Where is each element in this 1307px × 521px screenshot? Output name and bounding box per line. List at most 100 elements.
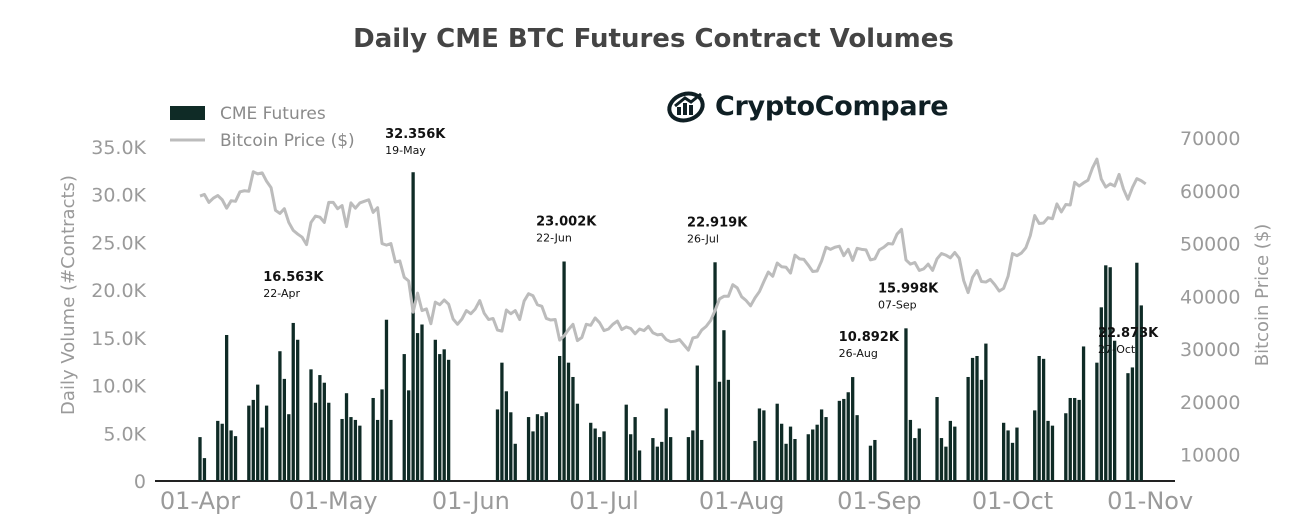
volume-bar	[660, 441, 664, 481]
volume-bar	[313, 402, 318, 481]
volume-bar	[407, 390, 411, 481]
y-tick-label: 5.0K	[103, 423, 146, 445]
volume-bar	[788, 426, 793, 481]
legend-bar-swatch	[170, 106, 205, 120]
volume-bar	[722, 330, 726, 481]
annotation-date: 26-Aug	[839, 347, 878, 360]
volume-bar	[1135, 262, 1139, 481]
annotation-value: 23.002K	[536, 214, 597, 229]
volume-bar	[966, 376, 970, 481]
volume-bar	[757, 408, 762, 481]
volume-bar	[629, 434, 633, 481]
volume-bar	[1064, 413, 1068, 481]
y-tick-label: 35.0K	[91, 137, 146, 159]
annotation-date: 07-Sep	[878, 298, 917, 311]
x-tick-label: 01-Nov	[1107, 487, 1193, 515]
volume-bar	[651, 438, 655, 481]
volume-bar	[633, 417, 637, 481]
legend-label: Bitcoin Price ($)	[220, 131, 355, 151]
volume-bar	[531, 431, 535, 481]
volume-bar	[1095, 362, 1099, 481]
volume-bar	[247, 405, 251, 481]
y-right-tick-label: 60000	[1180, 181, 1240, 203]
volume-bar	[256, 384, 260, 481]
volume-bar	[970, 357, 975, 481]
volume-bar	[793, 439, 797, 481]
volume-bar	[597, 437, 602, 481]
volume-bar	[806, 434, 810, 481]
annotation-value: 22.919K	[687, 215, 748, 230]
volume-bar	[944, 446, 948, 481]
volume-bar	[278, 351, 282, 481]
volume-bar	[935, 397, 939, 481]
volume-bar	[562, 261, 566, 481]
cryptocompare-logo-icon	[667, 91, 705, 123]
y-tick-label: 0	[134, 471, 146, 493]
volume-bar	[939, 438, 944, 481]
legend-label: CME Futures	[220, 104, 326, 124]
volume-bar	[327, 402, 331, 481]
y-right-tick-label: 20000	[1180, 392, 1240, 414]
volume-bar	[500, 362, 504, 481]
volume-bar	[1126, 373, 1130, 481]
volume-bar	[415, 333, 420, 481]
volume-bar	[819, 409, 824, 481]
x-tick-label: 01-Jun	[432, 487, 510, 515]
bitcoin-price-line	[199, 157, 1147, 352]
volume-bar	[1099, 307, 1103, 481]
chart-title: Daily CME BTC Futures Contract Volumes	[353, 24, 954, 54]
volume-bar	[375, 419, 380, 481]
volume-bar	[202, 458, 207, 481]
volume-bar	[811, 429, 815, 481]
volume-bar	[655, 446, 659, 481]
volume-bar	[544, 412, 548, 481]
annotations: 32.356K 19-May 16.563K 22-Apr 23.002K 22-Jun 2…	[263, 127, 1159, 360]
volume-bar	[371, 397, 375, 481]
legend: CME Futures Bitcoin Price ($)	[170, 104, 355, 151]
volume-bar	[691, 430, 695, 481]
volume-bar	[1112, 340, 1117, 481]
cryptocompare-logo: CryptoCompare	[665, 86, 949, 126]
volume-bar	[624, 404, 628, 481]
annotation-value: 15.998K	[878, 281, 939, 296]
y-right-tick-label: 70000	[1180, 128, 1240, 150]
volume-bar	[229, 430, 233, 481]
brand-name: CryptoCompare	[715, 90, 949, 122]
volume-bar	[260, 427, 264, 481]
annotation-date: 22-Jun	[536, 231, 572, 244]
volume-bar	[904, 328, 908, 481]
volume-bar	[216, 420, 220, 481]
volume-bar	[264, 405, 269, 481]
volume-bar	[446, 359, 451, 481]
x-tick-label: 01-Sep	[837, 487, 921, 515]
volume-bar	[700, 439, 704, 481]
volume-bar	[784, 443, 788, 481]
annotation-value: 16.563K	[263, 270, 324, 285]
volume-bar	[540, 416, 544, 481]
y-tick-label: 10.0K	[91, 376, 146, 398]
volume-bar	[566, 362, 571, 481]
volume-bar	[1050, 425, 1055, 481]
volume-bar	[953, 426, 957, 481]
volume-bar	[1037, 355, 1041, 481]
volume-bar	[353, 419, 358, 481]
volume-bar	[1041, 358, 1046, 481]
y-right-tick-label: 50000	[1180, 234, 1240, 256]
annotation-date: 19-May	[385, 144, 426, 157]
volume-bar	[233, 436, 238, 481]
volume-bar	[873, 439, 877, 481]
volume-bar	[984, 343, 988, 481]
volume-bar	[433, 339, 437, 481]
y-axis-label: Daily Volume (#Contracts)	[58, 175, 79, 415]
volume-bar	[358, 425, 362, 481]
y-right-tick-label: 40000	[1180, 286, 1240, 308]
volume-bar	[340, 418, 344, 481]
volume-bar	[513, 443, 517, 481]
annotation-date: 26-Jul	[687, 232, 719, 245]
volume-bar	[726, 379, 731, 481]
volume-bar	[380, 389, 384, 481]
volume-bar	[846, 392, 850, 481]
volume-bar	[855, 415, 859, 481]
volume-bar	[837, 400, 842, 481]
volume-bar	[824, 417, 828, 481]
